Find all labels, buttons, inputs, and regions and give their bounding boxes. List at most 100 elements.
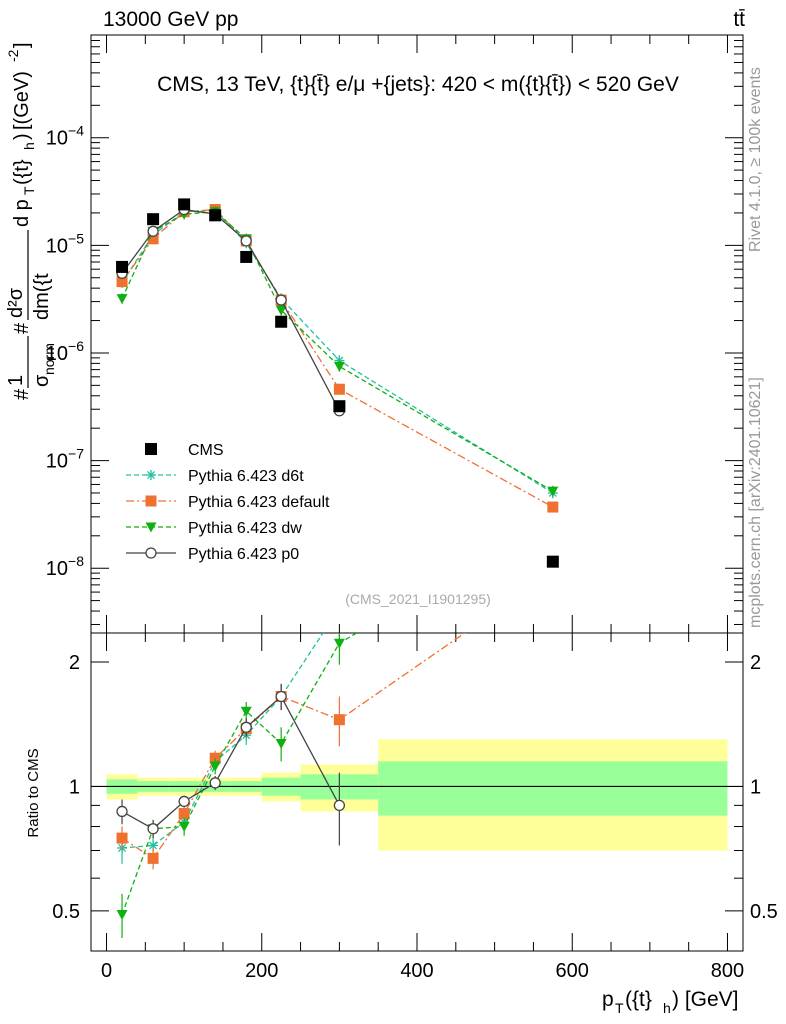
series-point [147, 225, 159, 237]
side-label-top: Rivet 4.1.0, ≥ 100k events [747, 67, 764, 252]
x-tick-labels: 0 200 400 600 800 [101, 960, 744, 982]
ratio-point [116, 832, 128, 844]
series-point [333, 361, 345, 372]
main-y-tick-label: 10−5 [46, 230, 84, 257]
ratio-point [209, 761, 221, 772]
ratio-point [240, 706, 252, 717]
legend-label: Pythia 6.423 d6t [188, 468, 304, 485]
star-arm [147, 471, 155, 479]
ratio-band-inner [378, 761, 728, 816]
legend-marker [146, 470, 156, 480]
ylabel-unit-exp: -2 [5, 49, 21, 62]
data-point [546, 555, 559, 568]
ratio-point [178, 795, 190, 808]
ratio-y-tick-label-left: 0.5 [52, 901, 80, 923]
ratio-series-layer [116, 633, 466, 939]
x-axis-label: p T ({t} h ) [GeV] [602, 988, 739, 1016]
xlabel-mid: ({t} [625, 988, 652, 1011]
main-y-tick-label: 10−6 [46, 338, 84, 365]
series-point [147, 233, 159, 245]
ratio-point [333, 799, 346, 812]
ratio-panel: 2 2 1 1 0.5 0.5 [52, 632, 778, 952]
legend-marker [145, 522, 157, 533]
ratio-point [275, 690, 287, 703]
series-point [116, 276, 128, 288]
ratio-series-line [121, 633, 466, 860]
ratio-y-tick-label-left: 2 [69, 652, 80, 674]
x-tick-label: 200 [245, 960, 278, 982]
legend-label: Pythia 6.423 p0 [188, 546, 299, 563]
series-point [547, 486, 559, 497]
xlabel-sub2: h [663, 1000, 671, 1016]
main-y-tick-label: 10−8 [46, 553, 84, 580]
ratio-point [275, 739, 287, 750]
ratio-point [116, 910, 128, 921]
series-point [333, 383, 345, 395]
ratio-point [209, 777, 221, 789]
header-right: tt̄ [733, 8, 745, 31]
ratio-y-tick-label-right: 2 [750, 652, 761, 674]
ratio-point [116, 805, 128, 818]
data-point [275, 315, 288, 328]
main-panel: 10−4 10−5 10−6 10−7 10−8 CMS, 13 TeV, {t}{t̄… [46, 34, 744, 634]
ylabel-frac1-num: 1 [5, 375, 27, 386]
legend-label: Pythia 6.423 dw [188, 520, 302, 537]
main-panel-frame [90, 34, 744, 634]
xlabel-sub1: T [615, 1000, 624, 1016]
ylabel-unit: [(GeV) [11, 71, 33, 130]
ylabel-tail-2: ({t} [11, 159, 33, 185]
ylabel-tail-sub: T [21, 186, 37, 195]
ratio-y-tick-label-right: 0.5 [750, 901, 778, 923]
series-point [547, 501, 559, 513]
x-tick-label: 600 [556, 960, 589, 982]
series-point [116, 294, 128, 305]
chart-title: CMS, 13 TeV, {t}{t̄} e/μ +{jets}: 420 < … [157, 73, 679, 96]
ratio-point [178, 822, 190, 833]
data-point [240, 250, 253, 263]
legend-label: Pythia 6.423 default [188, 494, 330, 511]
legend-label: CMS [188, 442, 224, 459]
ratio-point [147, 852, 159, 864]
series-point [275, 294, 287, 306]
data-point [209, 209, 222, 222]
ylabel-frac2-num: d²σ [5, 287, 27, 318]
main-series-layer [116, 198, 559, 568]
data-point [178, 198, 191, 211]
ratio-point [147, 823, 159, 835]
ratio-y-tick-label-left: 1 [69, 776, 80, 798]
main-axis-ticks: 10−4 10−5 10−6 10−7 10−8 [46, 35, 743, 633]
star-arm [149, 841, 158, 850]
data-point [116, 260, 129, 273]
ylabel-frac2-den: dm({t [31, 273, 53, 320]
series-point [275, 305, 287, 316]
ratio-point [178, 808, 190, 820]
ylabel-frac1-den: σ [31, 374, 53, 387]
ratio-point [333, 714, 345, 726]
legend: CMS Pythia 6.423 d6t Pythia 6.423 default P… [126, 442, 330, 563]
x-tick-label: 800 [711, 960, 744, 982]
ratio-point [148, 840, 159, 851]
data-point [333, 400, 346, 413]
legend-marker [145, 443, 157, 455]
analysis-watermark: (CMS_2021_I1901295) [345, 591, 491, 607]
legend-marker [145, 495, 157, 507]
series-point [240, 235, 252, 247]
xlabel-end: ) [GeV] [672, 988, 739, 1011]
side-label-bottom: mcplots.cern.ch [arXiv:2401.10621] [747, 377, 764, 628]
ylabel-tail-end: ) [11, 133, 33, 140]
main-y-tick-label: 10−7 [46, 446, 84, 473]
ylabel-unit-end: ] [11, 42, 33, 48]
ylabel-tail: d p [11, 199, 33, 227]
ratio-axis-ticks: 2 2 1 1 0.5 0.5 [52, 633, 778, 952]
ratio-y-tick-label-right: 1 [750, 776, 761, 798]
ratio-point [240, 721, 252, 733]
header-left: 13000 GeV pp [103, 8, 238, 31]
data-point [147, 213, 160, 226]
x-tick-label: 0 [101, 960, 112, 982]
x-tick-label: 400 [400, 960, 433, 982]
xlabel-main: p [602, 988, 614, 1011]
ylabel-hash-1: # [11, 388, 33, 400]
ratio-point [333, 638, 345, 649]
ylabel-frac1-den-sub: norm [41, 343, 57, 375]
